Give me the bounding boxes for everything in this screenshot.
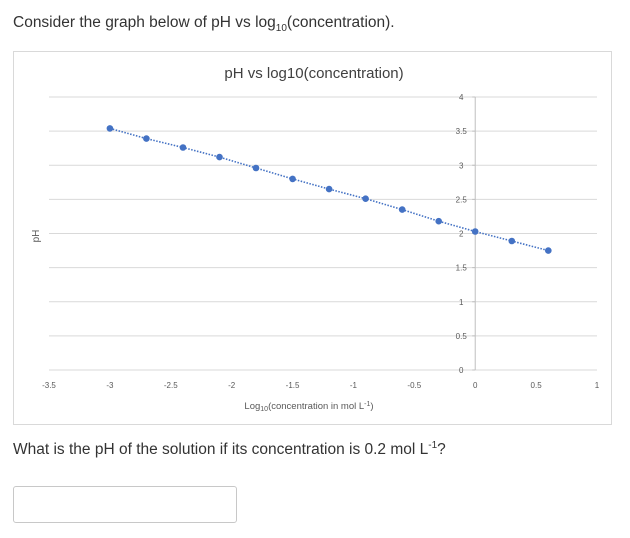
y-tick-label: 3.5 <box>456 127 468 136</box>
y-tick-label: 4 <box>459 93 464 102</box>
data-point <box>545 247 552 254</box>
data-point <box>435 217 443 225</box>
x-tick-label: -2.5 <box>164 381 178 390</box>
chart-panel: 0 0.5 1 1.5 2 2.5 3 3.5 4 -3.5 -3 -2.5 -2 -1.5 -1 -0.5… <box>13 51 612 425</box>
y-axis-label: pH <box>31 230 42 243</box>
x-axis-label-main: (concentration in mol L <box>268 401 364 412</box>
data-points <box>106 125 552 254</box>
intro-suffix: (concentration). <box>286 14 395 31</box>
intro-prefix: Consider the graph below of pH vs log <box>13 14 276 31</box>
x-axis-label-prefix: Log <box>244 401 260 412</box>
grid-layer <box>49 96 597 371</box>
x-axis-label-sup: -1 <box>364 401 370 408</box>
data-point <box>252 164 260 172</box>
x-tick-label: -2 <box>228 381 236 390</box>
data-point <box>362 195 369 202</box>
y-tick-label: 3 <box>459 161 464 170</box>
x-axis-label-end: ) <box>370 401 373 412</box>
x-tick-label: 0.5 <box>531 381 543 390</box>
x-tick-label: -1.5 <box>286 381 300 390</box>
data-point <box>325 185 333 193</box>
chart-title: pH vs log10(concentration) <box>224 65 403 82</box>
intro-subscript: 10 <box>275 23 287 35</box>
x-tick-label: -0.5 <box>407 381 421 390</box>
x-tick-label: 1 <box>595 381 600 390</box>
question-superscript: -1 <box>428 440 438 451</box>
question-suffix: ? <box>437 441 446 459</box>
x-tick-label: -3 <box>106 381 114 390</box>
intro-text: Consider the graph below of pH vs log10(… <box>13 14 395 34</box>
question-prefix: What is the pH of the solution if its co… <box>13 441 429 459</box>
data-point <box>471 228 479 235</box>
y-tick-labels: 0 0.5 1 1.5 2 2.5 3 3.5 4 <box>456 93 468 375</box>
x-axis-label-sub: 10 <box>260 406 268 413</box>
x-tick-label: -3.5 <box>42 381 56 390</box>
x-tick-label: 0 <box>473 381 478 390</box>
y-tick-label: 0 <box>459 366 464 375</box>
y-tick-label: 1 <box>459 298 464 307</box>
data-point <box>143 135 150 142</box>
data-point <box>179 144 187 151</box>
data-point <box>398 206 406 213</box>
y-tick-label: 2 <box>459 230 464 239</box>
x-axis-label: Log10(concentration in mol L-1) <box>244 401 373 413</box>
data-point <box>106 125 114 132</box>
y-tick-label: 0.5 <box>456 332 468 341</box>
x-tick-label: -1 <box>350 381 358 390</box>
y-tick-label: 2.5 <box>456 195 468 204</box>
answer-input[interactable] <box>13 486 237 523</box>
question-text: What is the pH of the solution if its co… <box>13 440 446 459</box>
data-point <box>289 175 296 183</box>
data-point <box>508 237 516 245</box>
chart-svg: 0 0.5 1 1.5 2 2.5 3 3.5 4 -3.5 -3 -2.5 -2 -1.5 -1 -0.5… <box>31 65 600 413</box>
data-point <box>216 153 223 161</box>
x-tick-labels: -3.5 -3 -2.5 -2 -1.5 -1 -0.5 0 0.5 1 <box>42 381 600 390</box>
y-tick-label: 1.5 <box>456 264 468 273</box>
